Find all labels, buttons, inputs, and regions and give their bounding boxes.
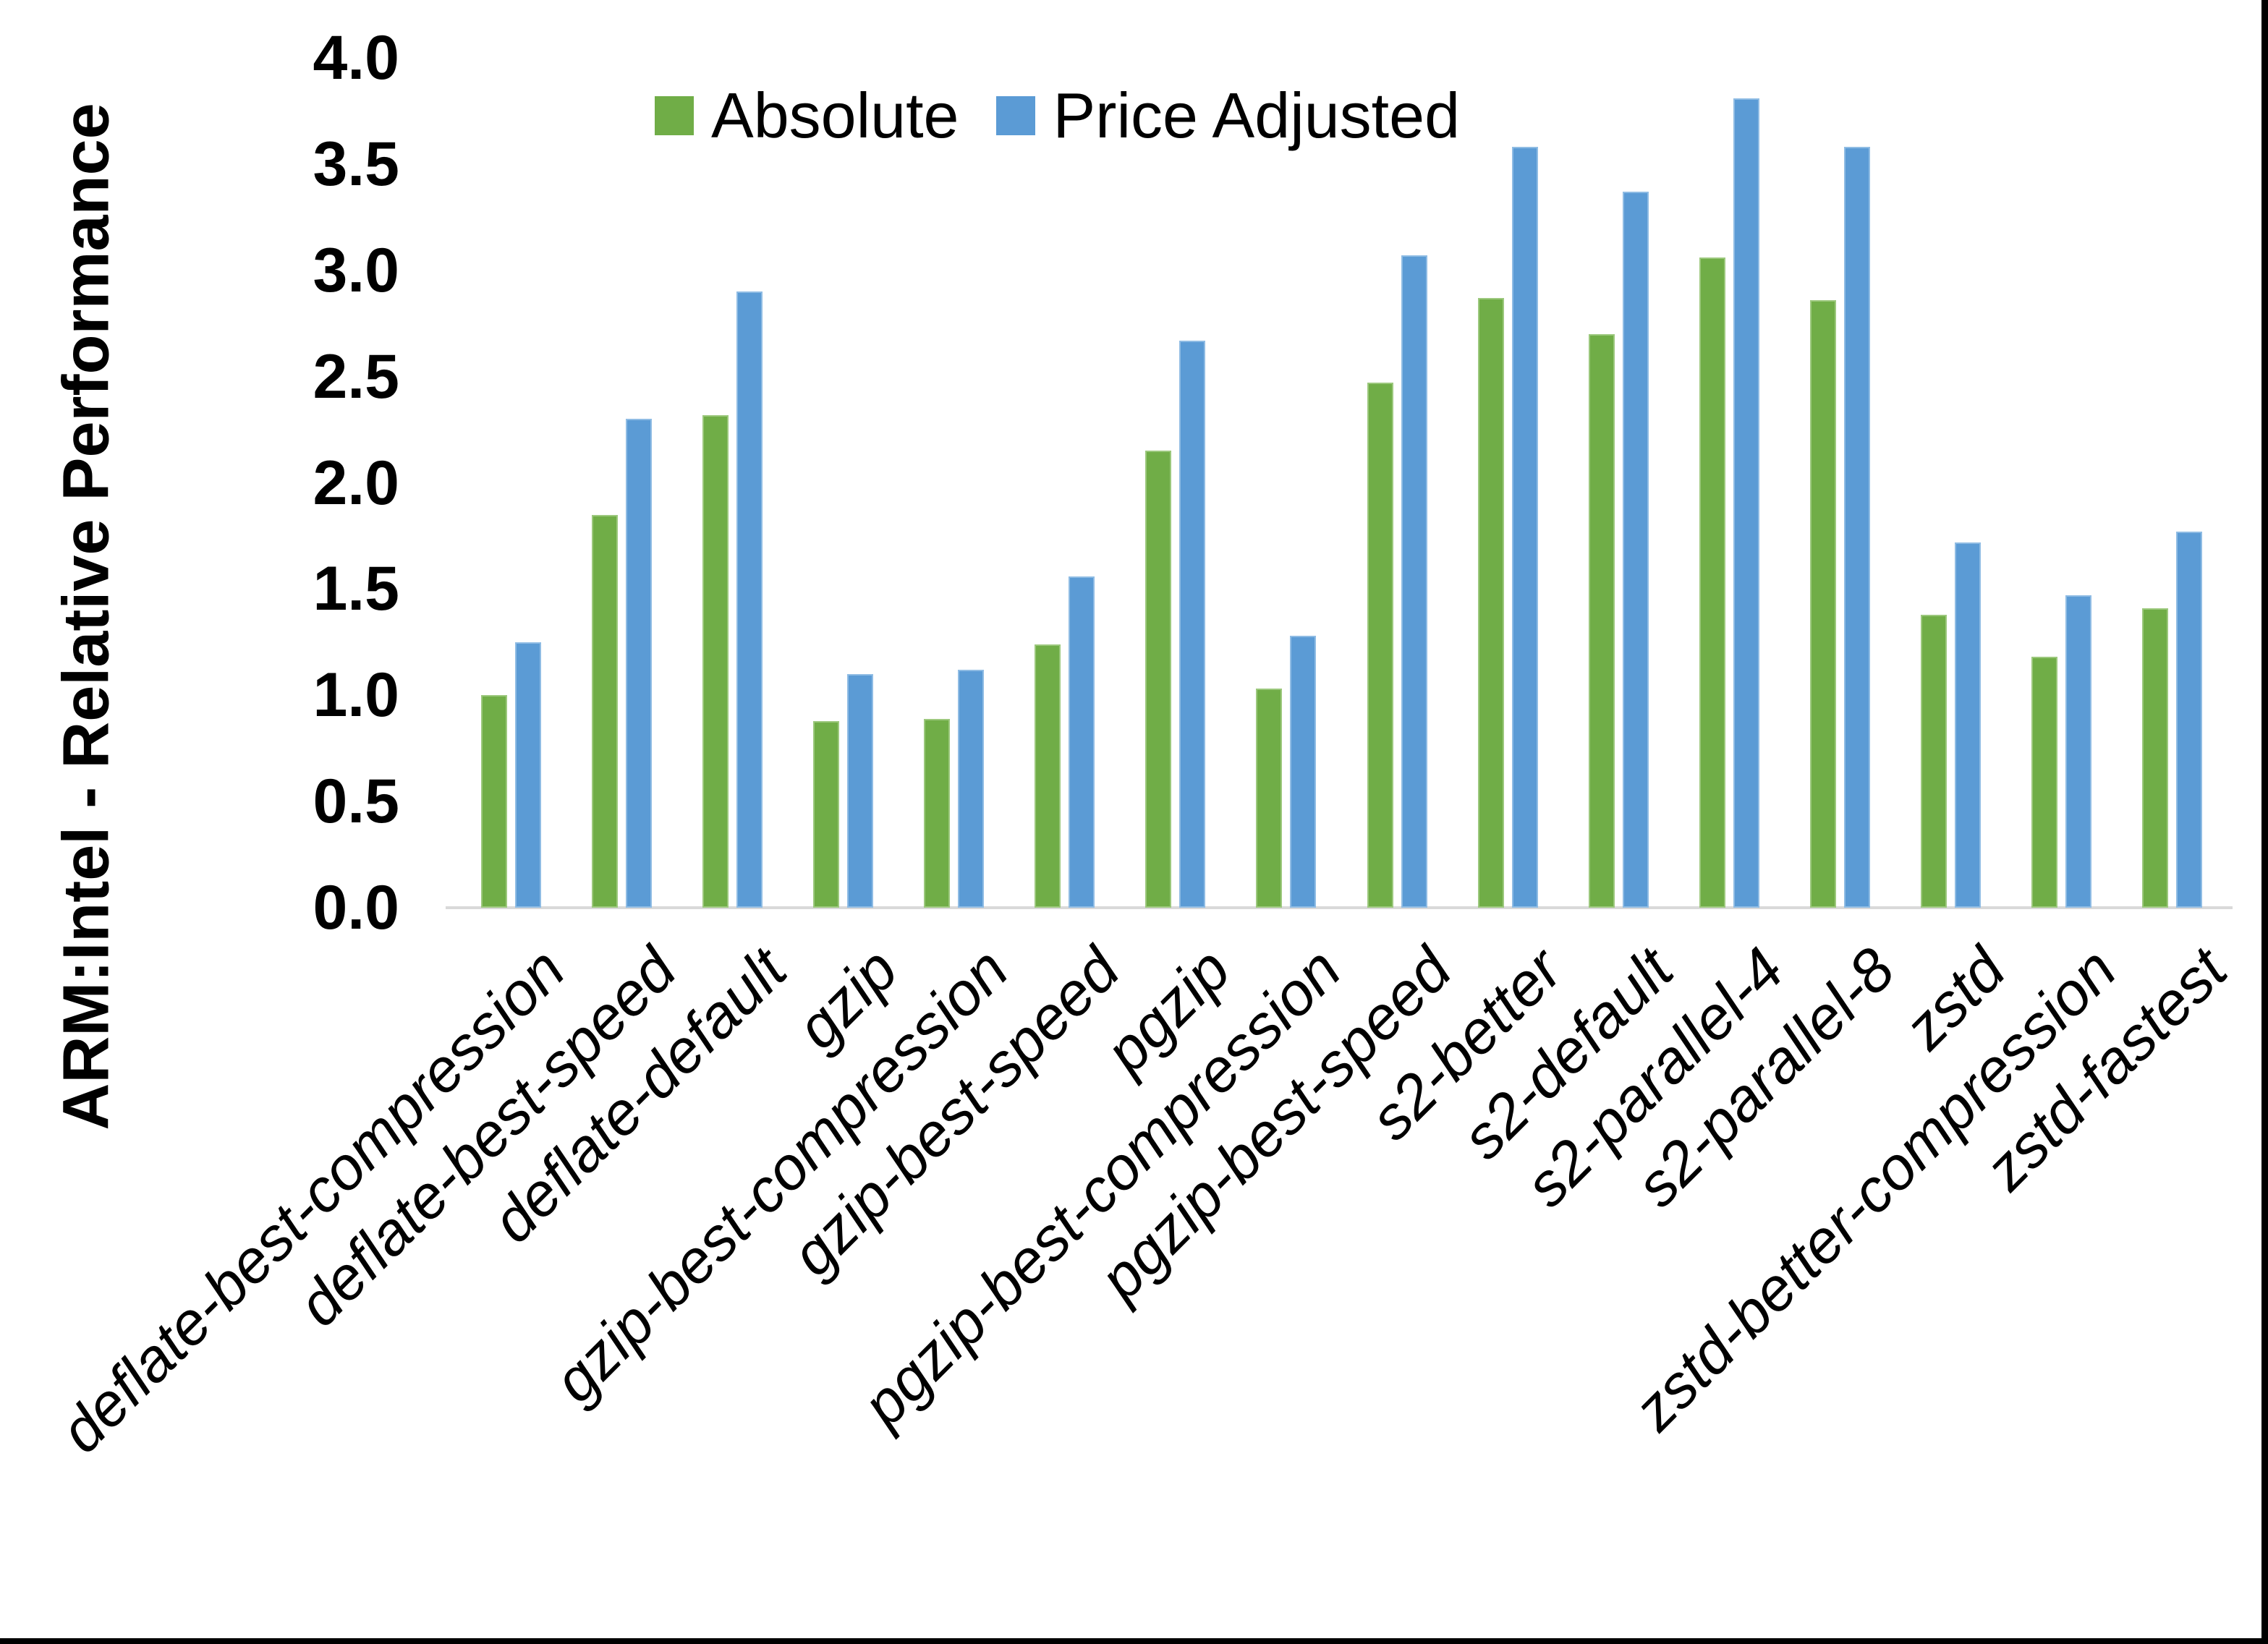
bar-absolute <box>924 718 951 908</box>
bar-absolute <box>812 720 839 908</box>
y-tick-label: 0.5 <box>313 767 399 837</box>
bar-price-adjusted <box>625 419 652 908</box>
bar-absolute <box>1256 689 1283 908</box>
y-tick-label: 3.0 <box>313 235 399 305</box>
bar-price-adjusted <box>1622 192 1649 908</box>
bar-absolute <box>1810 299 1837 908</box>
bar-absolute <box>702 414 729 908</box>
bar-absolute <box>2031 657 2058 908</box>
y-tick-label: 1.0 <box>313 660 399 731</box>
bar-absolute <box>1477 297 1504 908</box>
bar-absolute <box>480 695 507 908</box>
legend-label: Absolute <box>711 80 959 151</box>
y-tick-label: 0.0 <box>313 873 399 942</box>
bar-price-adjusted <box>1401 255 1427 908</box>
bar-price-adjusted <box>1290 636 1317 908</box>
bar-price-adjusted <box>1844 147 1871 908</box>
bar-price-adjusted <box>958 670 985 908</box>
bar-absolute <box>1145 451 1172 908</box>
bar-price-adjusted <box>1511 147 1538 908</box>
bar-absolute <box>1921 614 1948 908</box>
bar-price-adjusted <box>2065 595 2092 908</box>
bar-price-adjusted <box>1955 542 1982 908</box>
x-axis-line <box>446 906 2233 909</box>
y-tick-label: 1.5 <box>313 554 399 624</box>
bar-price-adjusted <box>1179 340 1206 908</box>
legend-label: Price Adjusted <box>1053 80 1461 151</box>
bar-price-adjusted <box>1733 98 1759 908</box>
y-tick-label: 3.5 <box>313 129 399 199</box>
bar-absolute <box>1588 333 1615 908</box>
y-tick-label: 4.0 <box>313 23 399 93</box>
bar-absolute <box>1699 257 1725 908</box>
legend-item-absolute: Absolute <box>655 81 959 150</box>
bar-absolute <box>591 514 618 908</box>
y-tick-label: 2.0 <box>313 448 399 518</box>
bar-price-adjusted <box>846 673 873 908</box>
bar-absolute <box>1035 644 1061 908</box>
legend: Absolute Price Adjusted <box>655 81 1498 150</box>
y-tick-label: 2.5 <box>313 341 399 412</box>
bar-price-adjusted <box>514 642 541 908</box>
legend-swatch-icon <box>996 96 1036 135</box>
bar-absolute <box>1367 383 1393 908</box>
y-axis-title: ARM:Intel - Relative Performance <box>50 102 123 1130</box>
legend-swatch-icon <box>655 96 694 135</box>
bar-price-adjusted <box>736 291 763 908</box>
screenshot-right-border <box>2261 0 2268 1644</box>
bar-price-adjusted <box>1069 576 1095 908</box>
legend-item-price-adjusted: Price Adjusted <box>996 81 1460 150</box>
screenshot-bottom-border <box>0 1638 2268 1644</box>
bar-price-adjusted <box>2176 532 2203 908</box>
bar-absolute <box>2142 608 2169 908</box>
